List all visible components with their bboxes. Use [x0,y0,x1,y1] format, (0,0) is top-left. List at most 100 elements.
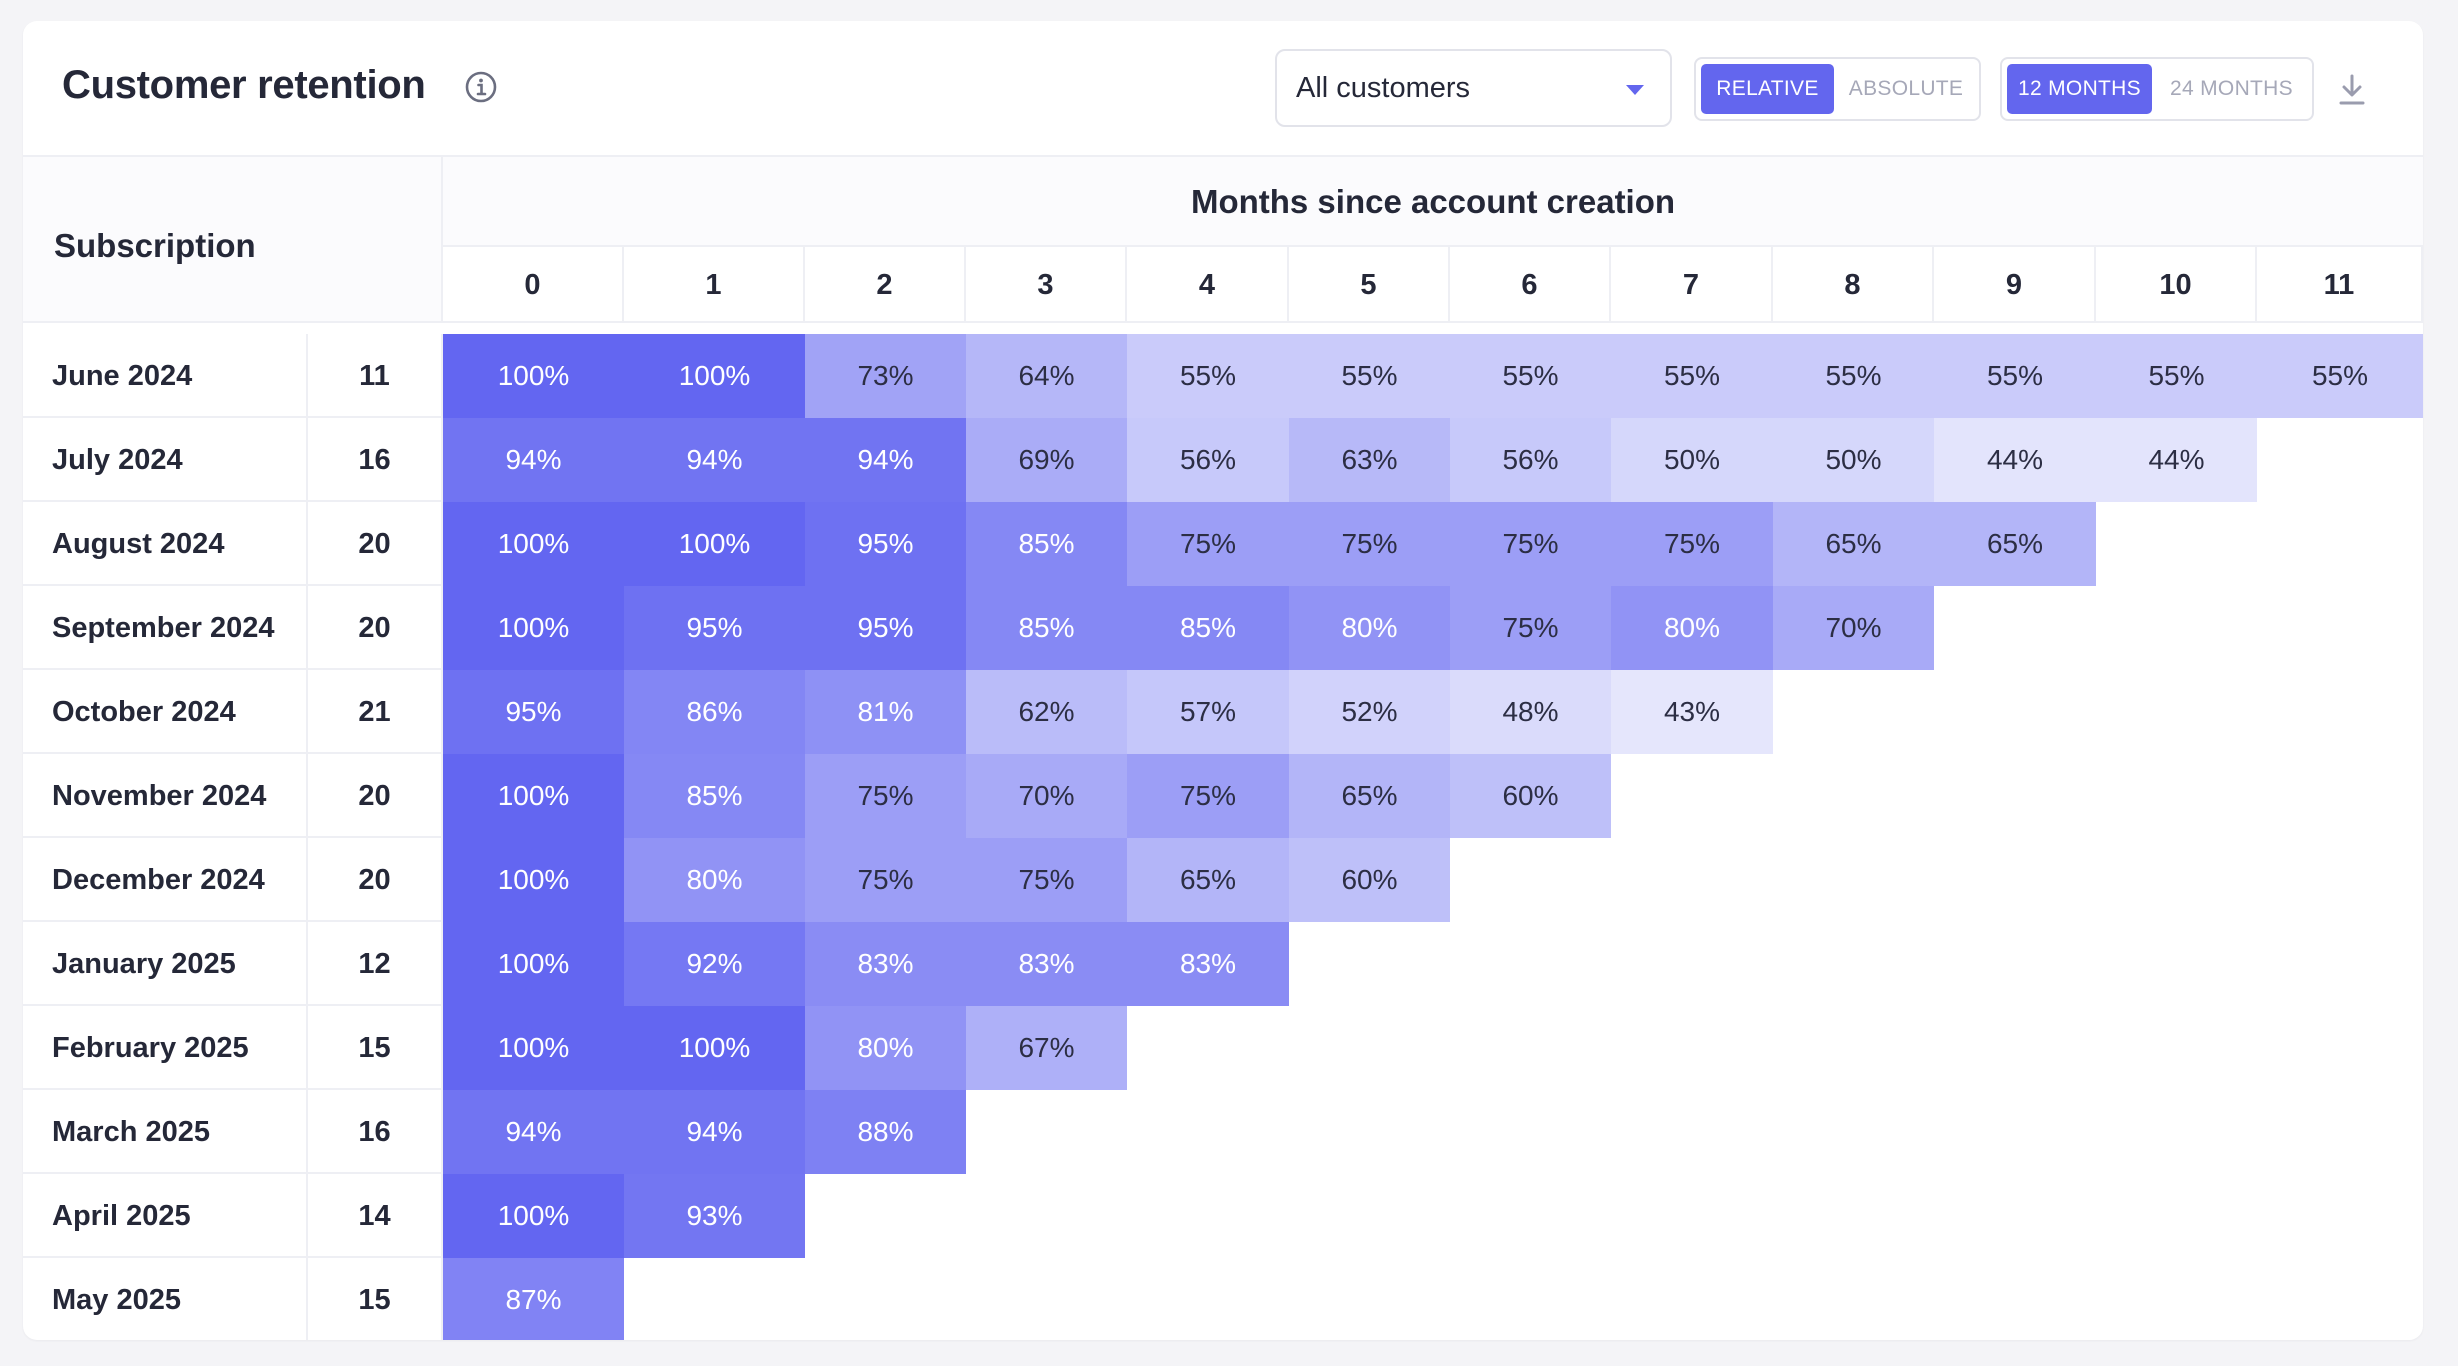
column-header: 2 [805,247,966,323]
heatmap-cell[interactable]: 75% [1450,586,1611,670]
heatmap-cell[interactable]: 100% [443,334,624,418]
heatmap-cell[interactable]: 55% [2257,334,2423,418]
row-count: 20 [308,586,443,670]
heatmap-cell[interactable]: 94% [443,1090,624,1174]
heatmap-cell[interactable]: 65% [1289,754,1450,838]
customer-filter-dropdown[interactable]: All customers [1275,49,1672,127]
heatmap-cell[interactable]: 44% [2096,418,2257,502]
info-icon[interactable] [463,69,499,105]
heatmap-cell[interactable]: 48% [1450,670,1611,754]
heatmap-cell[interactable]: 69% [966,418,1127,502]
absolute-toggle-button[interactable]: ABSOLUTE [1848,77,1964,100]
heatmap-cell[interactable]: 85% [966,502,1127,586]
column-header: 4 [1127,247,1289,323]
heatmap-cell[interactable]: 100% [443,922,624,1006]
heatmap-cell[interactable]: 80% [1289,586,1450,670]
months-header: Months since account creation [443,157,2423,247]
mode-toggle: RELATIVE ABSOLUTE [1694,57,1981,121]
24-months-toggle-button[interactable]: 24 MONTHS [2170,77,2293,100]
heatmap-cell[interactable]: 100% [624,502,805,586]
heatmap-cell[interactable]: 87% [443,1258,624,1340]
heatmap-cell[interactable]: 75% [1127,502,1289,586]
subscription-header: Subscription [23,157,443,323]
heatmap-cell[interactable]: 100% [443,754,624,838]
heatmap-cell[interactable]: 56% [1450,418,1611,502]
relative-toggle-button[interactable]: RELATIVE [1701,64,1834,114]
heatmap-cell[interactable]: 57% [1127,670,1289,754]
heatmap-cell[interactable]: 64% [966,334,1127,418]
download-icon[interactable] [2337,73,2367,107]
heatmap-cell[interactable]: 52% [1289,670,1450,754]
heatmap-cell[interactable]: 100% [443,502,624,586]
heatmap-cell[interactable]: 88% [805,1090,966,1174]
heatmap-cell[interactable]: 60% [1289,838,1450,922]
heatmap-cell[interactable]: 56% [1127,418,1289,502]
heatmap-cell[interactable]: 95% [443,670,624,754]
heatmap-cell[interactable]: 44% [1934,418,2096,502]
heatmap-cell[interactable]: 73% [805,334,966,418]
heatmap-cell[interactable]: 62% [966,670,1127,754]
heatmap-cell[interactable]: 85% [624,754,805,838]
heatmap-cell[interactable]: 92% [624,922,805,1006]
heatmap-cell[interactable]: 43% [1611,670,1773,754]
column-header: 6 [1450,247,1611,323]
heatmap-cell[interactable]: 65% [1773,502,1934,586]
heatmap-cell[interactable]: 80% [1611,586,1773,670]
heatmap-cell[interactable]: 94% [624,418,805,502]
heatmap-cell[interactable]: 83% [1127,922,1289,1006]
heatmap-cell[interactable]: 50% [1773,418,1934,502]
heatmap-cell[interactable]: 55% [1289,334,1450,418]
heatmap-cell[interactable]: 95% [805,586,966,670]
column-header: 9 [1934,247,2096,323]
heatmap-cell[interactable]: 70% [1773,586,1934,670]
heatmap-cell[interactable]: 83% [966,922,1127,1006]
heatmap-cell[interactable]: 60% [1450,754,1611,838]
heatmap-cell[interactable]: 55% [1934,334,2096,418]
heatmap-cell[interactable]: 100% [624,334,805,418]
chevron-down-icon [1626,85,1644,95]
heatmap-cell[interactable]: 94% [805,418,966,502]
row-label: February 2025 [23,1006,308,1090]
heatmap-cell[interactable]: 55% [1773,334,1934,418]
heatmap-cell[interactable]: 94% [624,1090,805,1174]
heatmap-cell[interactable]: 55% [1450,334,1611,418]
heatmap-cell[interactable]: 80% [624,838,805,922]
heatmap-cell[interactable]: 67% [966,1006,1127,1090]
row-count: 20 [308,502,443,586]
heatmap-cell[interactable]: 70% [966,754,1127,838]
heatmap-cell[interactable]: 93% [624,1174,805,1258]
heatmap-cell[interactable]: 75% [805,838,966,922]
row-count: 11 [308,334,443,418]
heatmap-cell[interactable]: 63% [1289,418,1450,502]
heatmap-cell[interactable]: 75% [1450,502,1611,586]
heatmap-cell[interactable]: 81% [805,670,966,754]
heatmap-cell[interactable]: 85% [1127,586,1289,670]
heatmap-cell[interactable]: 95% [805,502,966,586]
heatmap-cell[interactable]: 83% [805,922,966,1006]
heatmap-cell[interactable]: 100% [624,1006,805,1090]
heatmap-cell[interactable]: 55% [1611,334,1773,418]
heatmap-cell[interactable]: 50% [1611,418,1773,502]
heatmap-cell[interactable]: 100% [443,1174,624,1258]
heatmap-cell[interactable]: 86% [624,670,805,754]
heatmap-cell[interactable]: 100% [443,1006,624,1090]
row-label: October 2024 [23,670,308,754]
heatmap-cell[interactable]: 75% [1127,754,1289,838]
heatmap-cell[interactable]: 94% [443,418,624,502]
heatmap-cell[interactable]: 75% [1289,502,1450,586]
heatmap-cell[interactable]: 75% [966,838,1127,922]
heatmap-cell[interactable]: 80% [805,1006,966,1090]
heatmap-cell[interactable]: 95% [624,586,805,670]
12-months-toggle-button[interactable]: 12 MONTHS [2007,64,2152,114]
heatmap-cell[interactable]: 55% [2096,334,2257,418]
heatmap-cell[interactable]: 100% [443,838,624,922]
heatmap-cell[interactable]: 85% [966,586,1127,670]
row-label: September 2024 [23,586,308,670]
heatmap-cell[interactable]: 75% [805,754,966,838]
row-count: 16 [308,1090,443,1174]
heatmap-cell[interactable]: 100% [443,586,624,670]
heatmap-cell[interactable]: 65% [1934,502,2096,586]
heatmap-cell[interactable]: 55% [1127,334,1289,418]
heatmap-cell[interactable]: 65% [1127,838,1289,922]
heatmap-cell[interactable]: 75% [1611,502,1773,586]
